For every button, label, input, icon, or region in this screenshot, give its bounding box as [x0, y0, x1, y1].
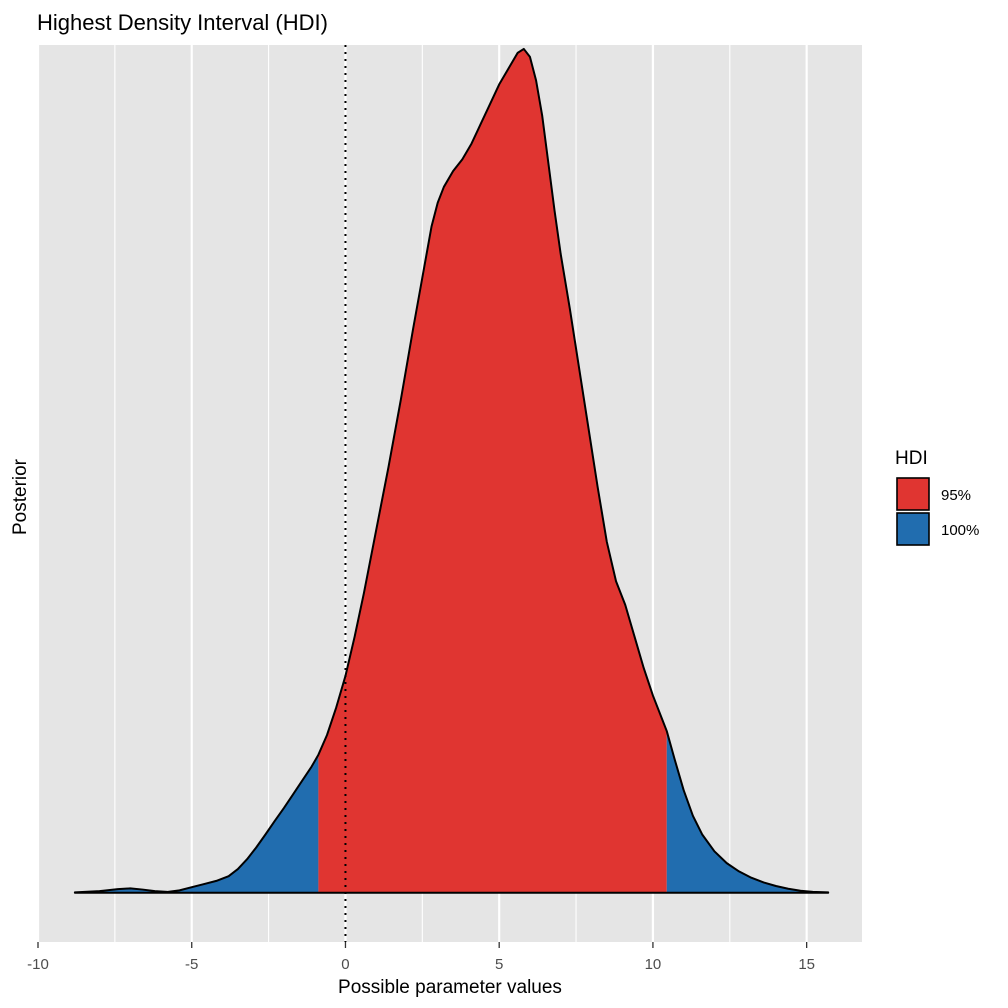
y-axis-title: Posterior: [10, 458, 31, 535]
density-layer: [73, 45, 830, 942]
x-tick-label: -5: [185, 956, 198, 973]
density-outline: [73, 47, 830, 894]
legend: HDI 95% 100%: [895, 448, 979, 546]
x-tick-label: 0: [341, 956, 349, 973]
legend-title: HDI: [895, 448, 928, 469]
legend-label-100: 100%: [941, 522, 979, 539]
legend-key-100: [896, 512, 930, 546]
x-tick-label: 15: [798, 956, 815, 973]
legend-label-95: 95%: [941, 487, 971, 504]
chart-title: Highest Density Interval (HDI): [37, 10, 328, 35]
x-tick-label: 10: [645, 956, 662, 973]
x-axis: -10 -5 0 5 10 15: [27, 942, 815, 973]
hdi-100-right-area: [666, 731, 829, 893]
x-tick-label: -10: [27, 956, 49, 973]
hdi-95-area: [318, 48, 667, 893]
x-axis-title: Possible parameter values: [338, 977, 562, 998]
x-tick-label: 5: [495, 956, 503, 973]
legend-key-95: [896, 477, 930, 511]
hdi-100-left-area: [74, 754, 319, 893]
